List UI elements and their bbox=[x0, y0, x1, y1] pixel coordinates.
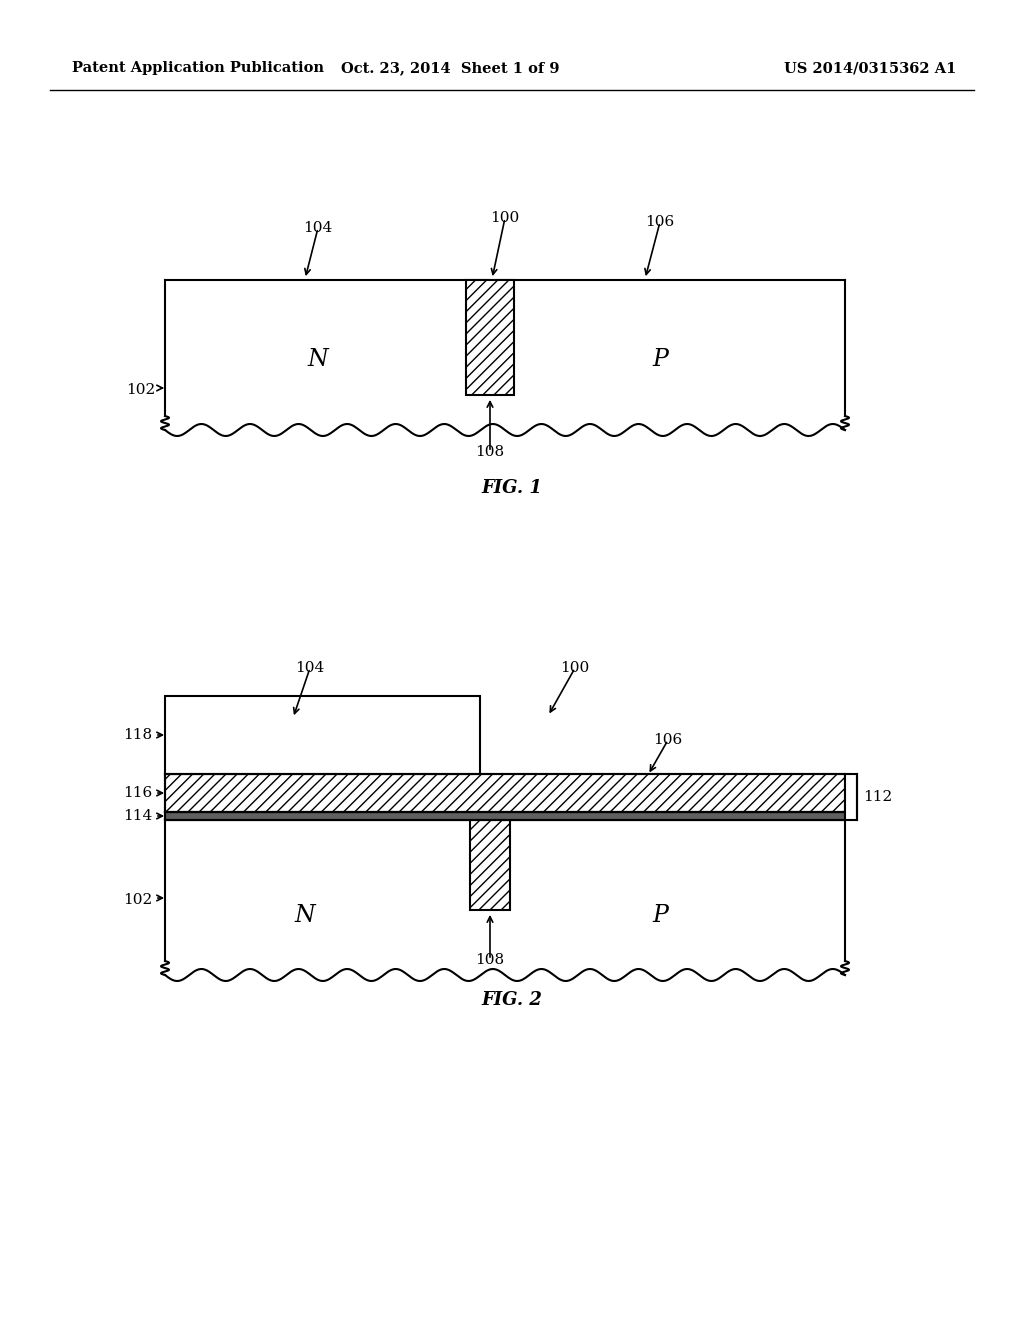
Text: 116: 116 bbox=[123, 785, 152, 800]
Bar bbox=[165, 820, 845, 975]
Text: P: P bbox=[652, 903, 668, 927]
Text: FIG. 1: FIG. 1 bbox=[481, 479, 543, 498]
Bar bbox=[165, 774, 845, 812]
Text: 112: 112 bbox=[863, 789, 892, 804]
Text: Oct. 23, 2014  Sheet 1 of 9: Oct. 23, 2014 Sheet 1 of 9 bbox=[341, 61, 559, 75]
Bar bbox=[470, 820, 510, 909]
Text: 114: 114 bbox=[123, 809, 152, 822]
Bar bbox=[466, 280, 514, 395]
Text: FIG. 2: FIG. 2 bbox=[481, 991, 543, 1008]
Text: US 2014/0315362 A1: US 2014/0315362 A1 bbox=[783, 61, 956, 75]
Text: 104: 104 bbox=[295, 661, 325, 675]
Bar bbox=[165, 696, 480, 774]
Text: Patent Application Publication: Patent Application Publication bbox=[72, 61, 324, 75]
Bar bbox=[845, 774, 857, 820]
Text: 108: 108 bbox=[475, 953, 505, 968]
Text: 100: 100 bbox=[490, 211, 519, 224]
Text: N: N bbox=[307, 348, 329, 371]
Bar bbox=[165, 280, 845, 430]
Text: P: P bbox=[652, 348, 668, 371]
Text: 106: 106 bbox=[653, 733, 683, 747]
Text: 118: 118 bbox=[123, 729, 152, 742]
Text: 102: 102 bbox=[123, 894, 152, 907]
Text: 104: 104 bbox=[303, 220, 333, 235]
Text: 108: 108 bbox=[475, 445, 505, 459]
Text: 100: 100 bbox=[560, 661, 590, 675]
Text: 106: 106 bbox=[645, 215, 675, 228]
Text: 102: 102 bbox=[126, 383, 155, 397]
Text: N: N bbox=[295, 903, 315, 927]
Bar bbox=[165, 812, 845, 820]
